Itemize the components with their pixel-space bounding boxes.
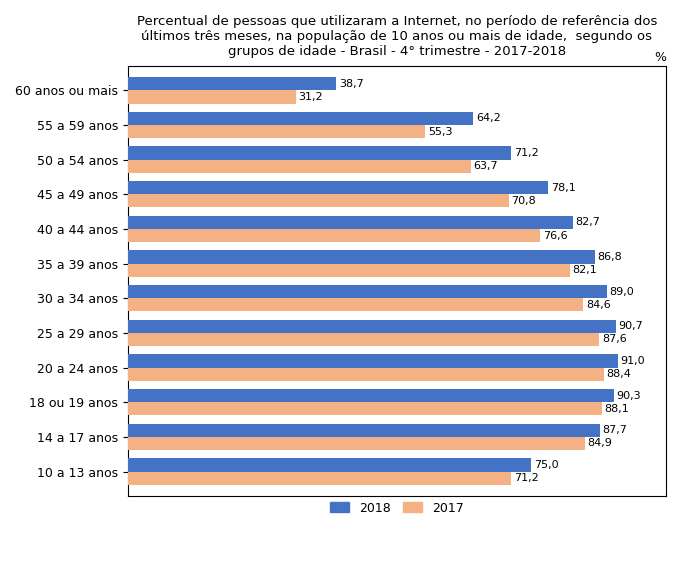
- Text: 71,2: 71,2: [513, 148, 539, 158]
- Text: 87,7: 87,7: [603, 425, 627, 435]
- Bar: [128, 263, 569, 277]
- Text: 84,9: 84,9: [588, 439, 612, 449]
- Text: 88,4: 88,4: [606, 369, 631, 379]
- Bar: [128, 402, 602, 415]
- Text: 90,7: 90,7: [618, 321, 644, 331]
- Bar: [128, 471, 511, 485]
- Bar: [128, 181, 548, 194]
- Bar: [128, 125, 426, 138]
- Bar: [128, 91, 296, 104]
- Text: 82,1: 82,1: [572, 265, 597, 275]
- Text: 82,7: 82,7: [575, 217, 601, 227]
- Text: 64,2: 64,2: [476, 113, 501, 123]
- Text: %: %: [654, 51, 666, 64]
- Bar: [128, 320, 616, 333]
- Bar: [128, 251, 595, 263]
- Bar: [128, 194, 509, 208]
- Bar: [128, 333, 599, 346]
- Bar: [128, 229, 540, 242]
- Bar: [128, 160, 471, 173]
- Text: 89,0: 89,0: [609, 287, 634, 297]
- Text: 87,6: 87,6: [602, 334, 627, 345]
- Text: 78,1: 78,1: [551, 183, 575, 193]
- Text: 71,2: 71,2: [513, 473, 539, 483]
- Text: 31,2: 31,2: [298, 92, 323, 102]
- Bar: [128, 368, 603, 381]
- Text: 70,8: 70,8: [511, 196, 536, 206]
- Bar: [128, 77, 336, 91]
- Text: 76,6: 76,6: [543, 230, 567, 240]
- Bar: [128, 437, 585, 450]
- Text: 84,6: 84,6: [586, 300, 611, 310]
- Bar: [128, 112, 473, 125]
- Bar: [128, 354, 618, 368]
- Text: 88,1: 88,1: [605, 404, 629, 414]
- Bar: [128, 146, 511, 160]
- Text: 90,3: 90,3: [616, 391, 641, 401]
- Bar: [128, 298, 583, 311]
- Bar: [128, 216, 573, 229]
- Bar: [128, 424, 600, 437]
- Text: 38,7: 38,7: [338, 79, 364, 89]
- Title: Percentual de pessoas que utilizaram a Internet, no período de referência dos
úl: Percentual de pessoas que utilizaram a I…: [137, 15, 657, 58]
- Text: 75,0: 75,0: [534, 460, 558, 470]
- Text: 63,7: 63,7: [473, 161, 498, 171]
- Bar: [128, 285, 607, 298]
- Text: 55,3: 55,3: [428, 127, 453, 137]
- Bar: [128, 458, 531, 471]
- Bar: [128, 389, 614, 402]
- Text: 91,0: 91,0: [620, 356, 645, 366]
- Text: 86,8: 86,8: [598, 252, 622, 262]
- Legend: 2018, 2017: 2018, 2017: [325, 497, 469, 520]
